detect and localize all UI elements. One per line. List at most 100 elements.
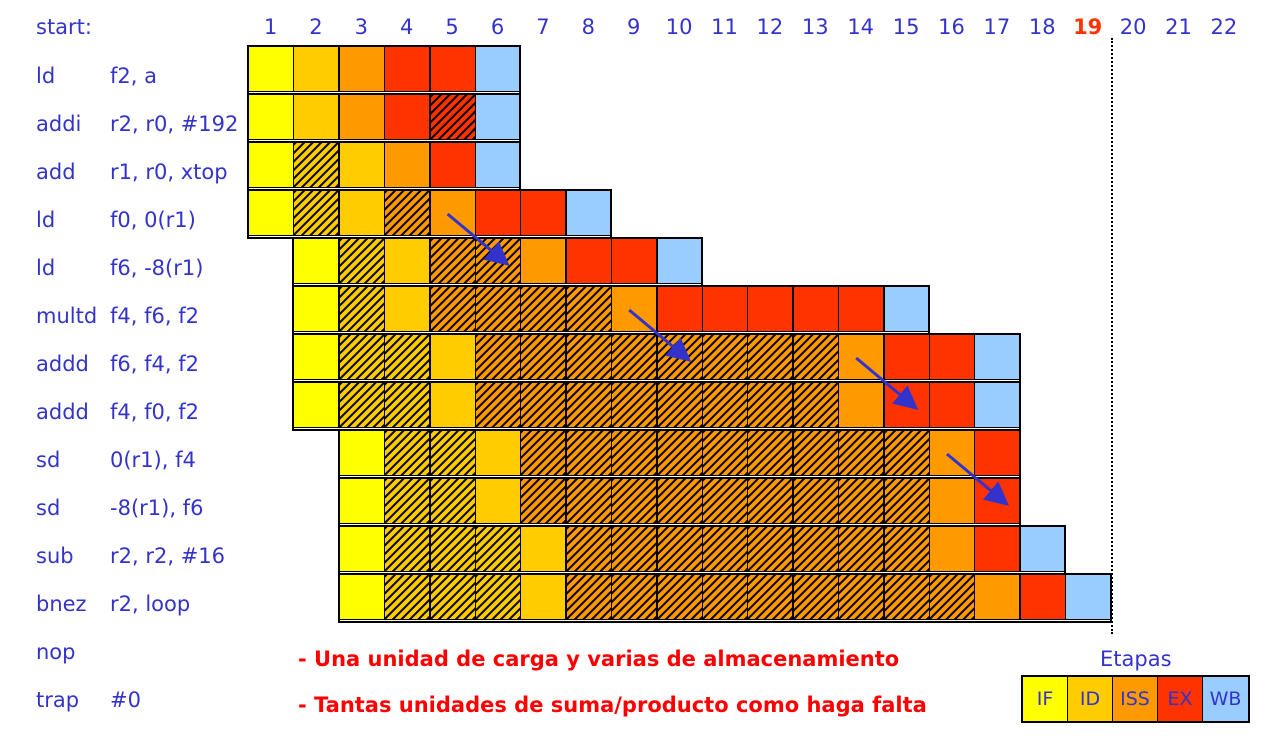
- instruction-op: ld: [36, 208, 56, 232]
- stage-cell-iss-stall: [747, 334, 794, 380]
- legend-title: Etapas: [1100, 647, 1172, 671]
- stage-cell-iss-stall: [792, 430, 839, 476]
- stage-cell-iss-stall: [747, 478, 794, 524]
- stage-cell-iss-stall: [656, 430, 703, 476]
- cycle-label-20: 20: [1119, 15, 1147, 39]
- cycle-label-18: 18: [1028, 15, 1056, 39]
- instruction-args: f6, f4, f2: [110, 352, 199, 376]
- stage-cell-id-stall: [338, 238, 385, 284]
- stage-cell-if: [293, 286, 340, 332]
- stage-cell-id: [429, 334, 476, 380]
- stage-cell-id-stall: [384, 478, 431, 524]
- stage-cell-id-stall: [293, 142, 340, 188]
- stage-cell-wb: [475, 142, 521, 188]
- cycle-label-3: 3: [354, 15, 368, 39]
- stage-cell-ex: [747, 286, 794, 332]
- legend-item-if: IF: [1023, 677, 1068, 721]
- stage-cell-iss-stall: [611, 574, 658, 620]
- stage-cell-iss-stall: [565, 334, 612, 380]
- stage-cell-id: [384, 286, 431, 332]
- stage-cell-id-stall: [429, 478, 476, 524]
- stage-cell-id-stall: [384, 526, 431, 572]
- note-load-store-units: - Una unidad de carga y varias de almace…: [298, 647, 900, 671]
- cycle-label-11: 11: [711, 15, 738, 39]
- stage-cell-iss-stall: [883, 430, 930, 476]
- stage-cell-id: [520, 526, 567, 572]
- stage-cell-ex: [384, 94, 431, 140]
- stage-cell-id: [475, 430, 521, 476]
- stage-cell-wb: [656, 238, 703, 284]
- cycle-label-21: 21: [1165, 15, 1192, 39]
- stage-cell-iss-stall: [747, 574, 794, 620]
- instruction-op: sub: [36, 544, 74, 568]
- stage-cell-wb: [475, 94, 521, 140]
- stage-cell-id: [475, 478, 521, 524]
- stage-cell-iss-stall: [565, 286, 612, 332]
- stage-cell-if: [338, 478, 385, 524]
- stage-cell-iss-stall: [792, 334, 839, 380]
- instruction-op: multd: [36, 304, 98, 328]
- stage-cell-ex: [1019, 574, 1066, 620]
- stage-cell-iss-stall: [656, 334, 703, 380]
- cycle-label-22: 22: [1210, 15, 1238, 39]
- stage-cell-iss-stall: [792, 526, 839, 572]
- stage-cell-if: [293, 238, 340, 284]
- legend-item-ex: EX: [1158, 677, 1203, 721]
- stage-cell-id-stall: [384, 430, 431, 476]
- stage-cell-id: [384, 238, 431, 284]
- instruction-args: #0: [110, 688, 141, 712]
- stage-cell-iss-stall: [565, 382, 612, 428]
- stage-cell-iss: [974, 574, 1021, 620]
- stage-cell-ex: [792, 286, 839, 332]
- stage-cell-wb: [1065, 574, 1112, 620]
- instruction-op: addd: [36, 352, 89, 376]
- stage-cell-if: [248, 142, 294, 188]
- stage-cell-id-stall: [384, 382, 431, 428]
- cycle-label-9: 9: [627, 15, 641, 39]
- stage-cell-iss-stall: [565, 478, 612, 524]
- stage-cell-id: [293, 94, 340, 140]
- cycle-label-2: 2: [309, 15, 323, 39]
- stage-cell-if: [248, 190, 294, 236]
- stage-cell-id-stall: [475, 526, 521, 572]
- stage-cell-ex: [974, 430, 1021, 476]
- stage-cell-iss-stall: [702, 574, 748, 620]
- stage-cell-ex: [974, 478, 1021, 524]
- stage-cell-id-stall: [475, 574, 521, 620]
- stage-cell-id: [338, 142, 385, 188]
- stage-cell-ex: [611, 238, 658, 284]
- cycle-label-14: 14: [847, 15, 875, 39]
- stage-cell-id-stall: [384, 574, 431, 620]
- stage-cell-iss-stall: [611, 478, 658, 524]
- stage-cell-iss-stall: [792, 478, 839, 524]
- stage-cell-if: [338, 574, 385, 620]
- stage-cell-ex: [702, 286, 748, 332]
- stage-cell-iss: [929, 526, 975, 572]
- cycle-label-6: 6: [490, 15, 505, 39]
- stage-cell-iss-stall: [792, 382, 839, 428]
- stage-cell-if: [248, 46, 294, 92]
- stage-cell-iss: [338, 46, 385, 92]
- stage-cell-iss-stall: [520, 286, 567, 332]
- stage-cell-iss-stall: [838, 430, 885, 476]
- instruction-args: r2, r0, #192: [110, 112, 239, 136]
- stage-cell-id: [520, 574, 567, 620]
- stage-cell-ex: [838, 286, 885, 332]
- stage-cell-iss-stall: [565, 574, 612, 620]
- stage-cell-if: [338, 526, 385, 572]
- stage-cell-iss: [338, 94, 385, 140]
- cycle-label-1: 1: [263, 15, 278, 39]
- stage-cell-iss-stall: [429, 238, 476, 284]
- stage-cell-iss-stall: [384, 190, 431, 236]
- stage-cell-ex: [429, 142, 476, 188]
- instruction-op: ld: [36, 256, 56, 280]
- stage-cell-ex-stall: [429, 94, 476, 140]
- stage-cell-iss-stall: [883, 574, 930, 620]
- stage-cell-iss-stall: [929, 574, 975, 620]
- stage-cell-iss-stall: [883, 478, 930, 524]
- stage-cell-iss: [611, 286, 658, 332]
- stage-cell-iss-stall: [611, 334, 658, 380]
- stage-cell-id: [293, 46, 340, 92]
- stage-cell-id-stall: [429, 430, 476, 476]
